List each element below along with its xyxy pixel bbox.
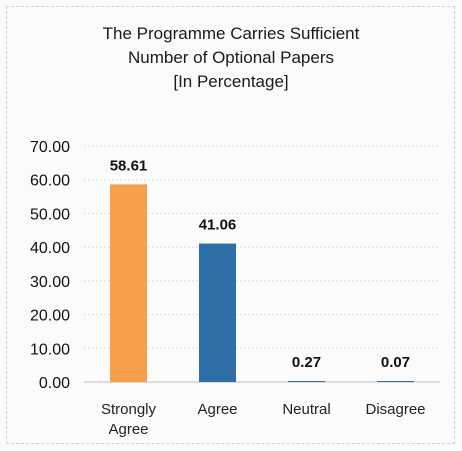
x-tick-label: Agree: [108, 421, 148, 438]
y-tick-label: 0.00: [39, 375, 70, 392]
y-tick-label: 50.00: [30, 206, 70, 223]
bar: [199, 243, 236, 382]
bar: [377, 381, 414, 382]
y-tick-label: 10.00: [30, 341, 70, 358]
y-tick-label: 70.00: [30, 139, 70, 156]
x-tick-label: Strongly: [101, 401, 157, 418]
chart-title-line-3: [In Percentage]: [173, 72, 289, 91]
y-tick-label: 30.00: [30, 274, 70, 291]
chart-frame: [6, 6, 455, 444]
bar: [288, 381, 325, 382]
chart-title-line-1: The Programme Carries Sufficient: [102, 24, 360, 43]
data-label: 0.07: [381, 354, 410, 371]
bar: [110, 184, 147, 382]
x-tick-label: Agree: [197, 401, 237, 418]
y-tick-label: 60.00: [30, 173, 70, 190]
x-tick-label: Neutral: [282, 401, 330, 418]
chart-title-line-2: Number of Optional Papers: [128, 48, 334, 67]
x-tick-label: Disagree: [365, 401, 425, 418]
data-label: 0.27: [292, 354, 321, 371]
data-label: 41.06: [199, 217, 237, 234]
data-label: 58.61: [110, 157, 148, 174]
y-tick-label: 40.00: [30, 240, 70, 257]
y-tick-label: 20.00: [30, 308, 70, 325]
